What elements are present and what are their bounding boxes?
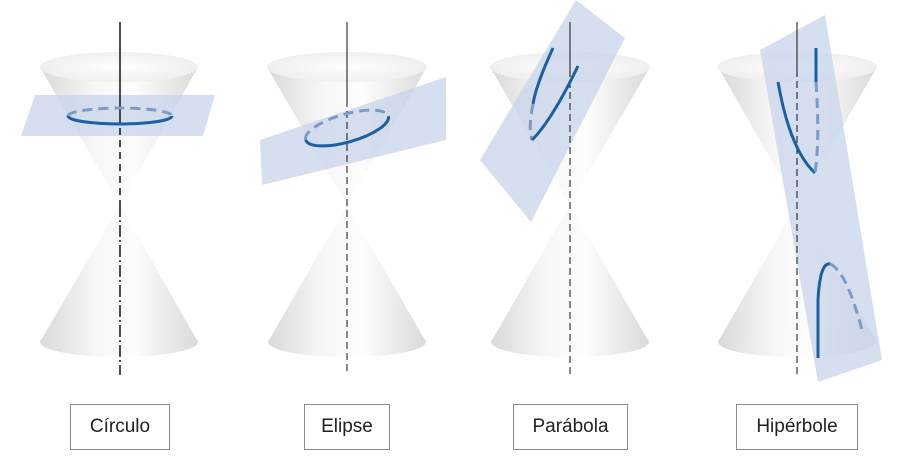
caption-parabola: Parábola [513,404,628,450]
caption-ellipse: Elipse [304,404,390,450]
ellipse-figure [260,22,446,375]
cutting-plane [260,77,446,185]
ellipse-curve-back [304,108,390,141]
caption-hyperbola: Hipérbole [736,404,858,450]
hyperbola-lower-branch-front [816,262,831,358]
cutting-plane [21,95,215,136]
circle-figure [21,22,215,375]
circle-curve-back [66,106,174,117]
hyperbola-upper-branch-hidden [813,81,820,174]
cutting-plane [760,15,882,382]
hyperbola-figure [717,15,882,382]
circle-curve-front [66,115,174,126]
parabola-figure [480,0,650,375]
parabola-curve-hidden [528,103,535,141]
hyperbola-lower-branch-hidden [829,262,864,331]
parabola-curve-front [530,65,580,142]
parabola-curve-front [531,47,555,105]
hyperbola-upper-branch-front [776,81,817,175]
caption-circle: Círculo [70,404,170,450]
ellipse-curve-front [304,115,390,148]
